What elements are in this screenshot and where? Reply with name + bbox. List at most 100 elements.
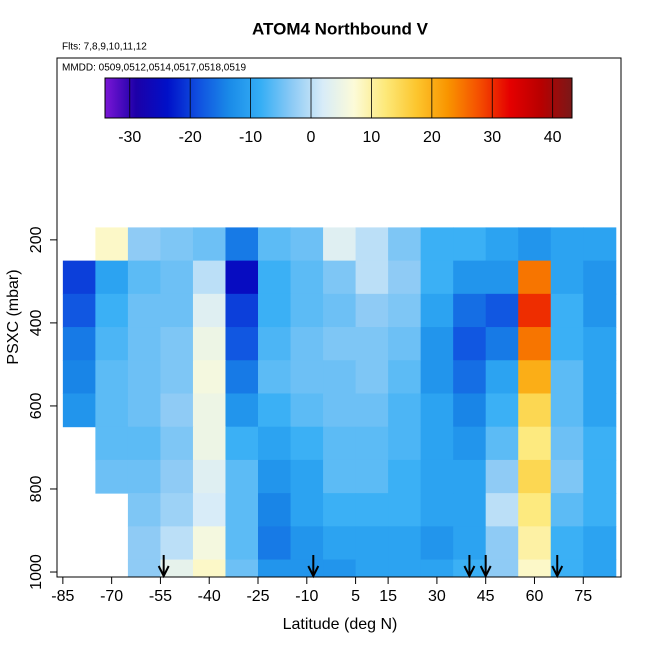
cell	[127, 360, 161, 394]
cell	[355, 360, 389, 394]
cell	[420, 426, 454, 461]
cell	[453, 227, 487, 262]
cell	[453, 493, 487, 527]
cell	[323, 559, 357, 577]
cell	[420, 526, 454, 561]
cell	[355, 260, 389, 295]
arrow-head	[463, 565, 476, 579]
cell	[518, 493, 552, 527]
cell	[62, 293, 96, 328]
cell	[485, 426, 519, 461]
cell	[518, 393, 552, 428]
cell	[127, 459, 161, 494]
cell	[192, 526, 226, 561]
cell	[225, 459, 259, 494]
x-tick-label: 45	[477, 588, 495, 605]
cell	[290, 260, 324, 295]
cell	[518, 360, 552, 394]
cell	[550, 426, 584, 461]
cell	[323, 293, 357, 328]
cell	[583, 426, 617, 461]
cell	[388, 493, 422, 527]
cell	[323, 260, 357, 295]
cell	[258, 227, 292, 262]
cell	[192, 327, 226, 361]
x-tick-label: -55	[149, 588, 172, 605]
cell	[290, 526, 324, 561]
cell	[355, 393, 389, 428]
colorbar-tick-label: 10	[363, 129, 381, 146]
x-tick-label: 75	[574, 588, 592, 605]
cell	[485, 393, 519, 428]
cell	[160, 227, 194, 262]
cell	[583, 559, 617, 577]
cell	[95, 327, 129, 361]
cell	[420, 260, 454, 295]
cell	[388, 293, 422, 328]
cell	[355, 526, 389, 561]
cell	[518, 260, 552, 295]
cell	[258, 426, 292, 461]
x-axis-label: Latitude (deg N)	[283, 616, 398, 633]
y-axis-label: PSXC (mbar)	[5, 269, 22, 364]
cell	[485, 293, 519, 328]
cell	[95, 260, 129, 295]
cell	[388, 260, 422, 295]
cell	[583, 327, 617, 361]
cell	[485, 327, 519, 361]
cell	[258, 293, 292, 328]
cell	[355, 227, 389, 262]
x-tick-label: -25	[246, 588, 269, 605]
x-tick-label: 5	[351, 588, 360, 605]
cell	[192, 493, 226, 527]
cell	[225, 327, 259, 361]
cell	[95, 293, 129, 328]
arrow-head	[479, 565, 492, 579]
cell	[550, 459, 584, 494]
cell	[258, 526, 292, 561]
cell	[323, 526, 357, 561]
cell	[485, 260, 519, 295]
x-tick-label: -10	[295, 588, 318, 605]
cell	[583, 227, 617, 262]
cell	[518, 559, 552, 577]
cell	[160, 459, 194, 494]
cell	[192, 393, 226, 428]
cell	[355, 327, 389, 361]
cell	[160, 393, 194, 428]
chart-title: ATOM4 Northbound V	[252, 19, 429, 38]
cell	[258, 459, 292, 494]
cell	[355, 293, 389, 328]
cell	[290, 360, 324, 394]
cell	[453, 526, 487, 561]
cell	[583, 493, 617, 527]
cell	[388, 426, 422, 461]
plot-frame	[56, 57, 622, 578]
cell	[225, 559, 259, 577]
cell	[95, 393, 129, 428]
cell	[485, 227, 519, 262]
cell	[420, 227, 454, 262]
cell	[62, 327, 96, 361]
cell	[225, 260, 259, 295]
cell	[550, 327, 584, 361]
cell	[550, 526, 584, 561]
cell	[323, 459, 357, 494]
colorbar-tick-label: -30	[118, 129, 141, 146]
cell	[323, 426, 357, 461]
cell	[420, 459, 454, 494]
cell	[290, 459, 324, 494]
cell	[355, 426, 389, 461]
cell	[518, 327, 552, 361]
cell	[583, 459, 617, 494]
y-tick-label: 600	[28, 392, 45, 419]
cell	[355, 493, 389, 527]
cell	[453, 293, 487, 328]
cell	[550, 260, 584, 295]
y-tick-label: 800	[28, 476, 45, 503]
cell	[518, 526, 552, 561]
colorbar-tick-label: -20	[179, 129, 202, 146]
cell	[420, 559, 454, 577]
cell	[225, 526, 259, 561]
cell	[290, 559, 324, 577]
